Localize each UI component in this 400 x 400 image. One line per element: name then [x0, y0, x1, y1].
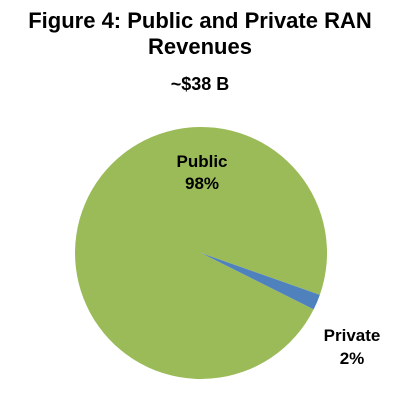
pie-slice-private — [201, 253, 320, 310]
slice-label-private: Private — [324, 326, 381, 345]
slice-percent-public: 98% — [185, 174, 219, 193]
chart-title-line-1: Figure 4: Public and Private RAN — [28, 8, 372, 33]
chart-subtitle: ~$38 B — [170, 74, 230, 94]
chart-title-line-2: Revenues — [148, 34, 252, 59]
slice-percent-private: 2% — [340, 349, 365, 368]
pie-slice-public — [75, 126, 328, 379]
chart-title: Figure 4: Public and Private RAN Revenue… — [0, 8, 400, 60]
slice-label-public: Public — [176, 152, 227, 171]
